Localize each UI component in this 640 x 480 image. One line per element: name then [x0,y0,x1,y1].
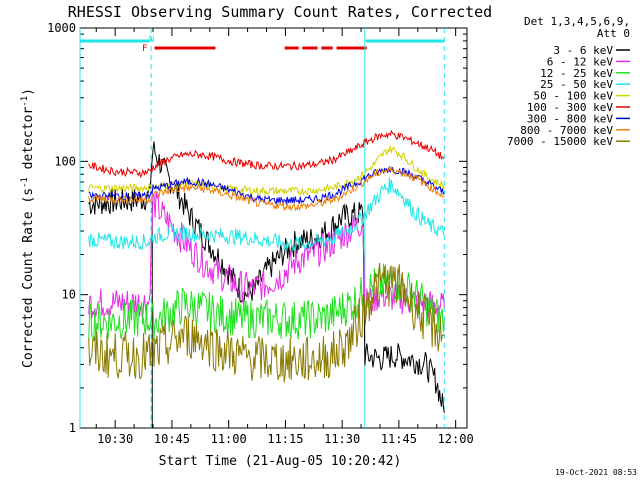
timestamp: 19-Oct-2021 08:53 [555,468,637,477]
series-line [88,129,445,178]
x-tick-label: 11:30 [324,432,360,446]
legend-label: 3 - 6 keV [553,44,613,57]
legend-label: 800 - 7000 keV [520,124,613,137]
y-tick-label: 1000 [47,21,76,35]
x-tick-label: 11:45 [381,432,417,446]
legend-label: 100 - 300 keV [527,101,613,114]
x-tick-label: 12:00 [438,432,474,446]
series-line [88,190,445,321]
series-lines [88,129,445,413]
x-tick-label: 10:45 [154,432,190,446]
series-line [88,164,445,212]
x-axis-label: Start Time (21-Aug-05 10:20:42) [159,454,402,469]
x-axis-ticks: 10:30 10:45 11:00 11:15 11:30 11:45 12:00 [95,28,474,446]
y-tick-label: 1 [69,421,76,435]
series-line [88,262,445,383]
chart-title: RHESSI Observing Summary Count Rates, Co… [68,3,492,21]
legend-label: 7000 - 15000 keV [507,135,613,148]
annotation-f: F [142,44,147,54]
x-tick-label: 11:15 [267,432,303,446]
legend-label: 12 - 25 keV [540,67,613,80]
series-line [88,141,445,413]
y-axis-ticks: 1000 100 10 1 [47,21,467,435]
series-line [88,145,445,197]
legend-header-line2: Att 0 [597,27,630,40]
x-tick-label: 10:30 [97,432,133,446]
legend-label: 6 - 12 keV [547,55,614,68]
series-line [88,166,445,206]
y-tick-label: 10 [62,288,76,302]
x-tick-label: 11:00 [211,432,247,446]
legend-label: 300 - 800 keV [527,112,613,125]
plot-frame [79,27,468,429]
segment-bars: FN [80,35,445,54]
legend-header-line1: Det 1,3,4,5,6,9, [524,15,630,28]
legend-label: 50 - 100 keV [534,90,614,103]
legend-label: 25 - 50 keV [540,78,613,91]
y-tick-label: 100 [54,154,76,168]
y-axis-label: Corrected Count Rate (s-1 detector-1) [20,88,36,368]
series-line [88,177,445,252]
